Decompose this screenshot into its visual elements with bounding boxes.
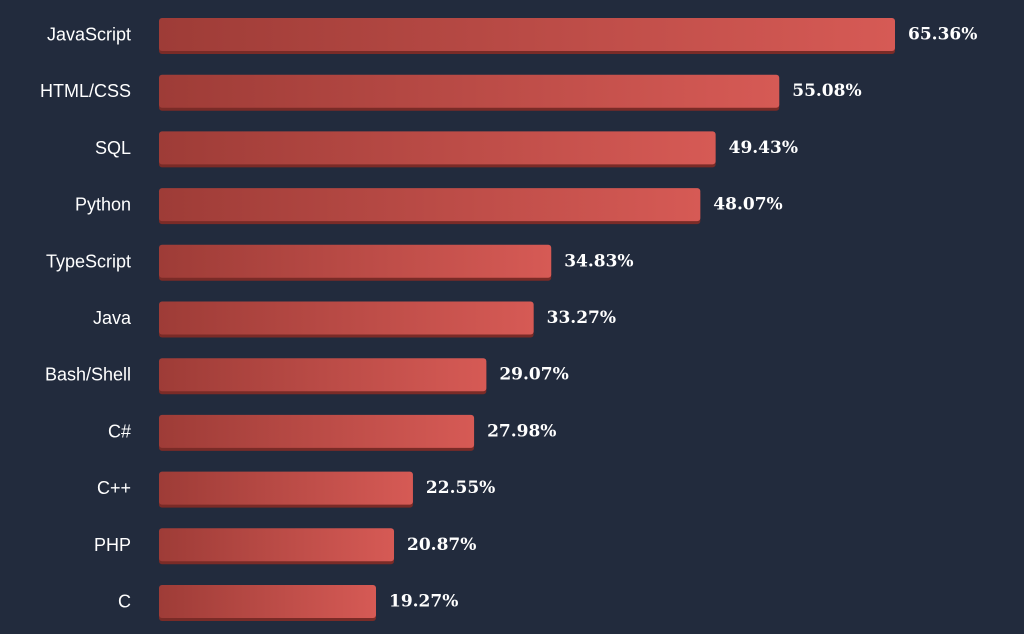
value-label: 19.27% [389,592,458,612]
category-label: C++ [97,478,131,498]
bars-group: JavaScript 65.36% HTML/CSS 55.08% SQL 49.43% P… [40,18,977,621]
value-label: 20.87% [407,535,476,555]
bar [159,18,895,51]
value-label: 27.98% [487,421,556,441]
category-label: Bash/Shell [45,365,131,385]
value-label: 33.27% [547,308,616,328]
bar [159,244,552,278]
category-label: Python [75,195,131,215]
category-label: C# [108,421,131,441]
category-label: TypeScript [46,251,131,271]
bar [159,74,780,108]
value-label: 29.07% [499,365,568,385]
value-label: 22.55% [426,478,495,498]
bar [159,414,475,448]
bar [159,188,701,222]
category-label: HTML/CSS [40,81,131,101]
value-label: 65.36% [908,25,977,45]
value-label: 34.83% [564,251,633,271]
category-label: SQL [95,138,131,158]
bar [159,131,716,165]
category-label: JavaScript [47,25,131,45]
value-label: 55.08% [792,81,861,101]
bar [159,528,395,562]
bar [159,585,376,618]
bar [159,471,413,505]
value-label: 48.07% [713,195,782,215]
value-label: 49.43% [729,138,798,158]
category-label: C [118,592,131,612]
category-label: PHP [94,535,131,555]
category-label: Java [93,308,132,328]
bar [159,301,534,335]
bar [159,358,487,392]
